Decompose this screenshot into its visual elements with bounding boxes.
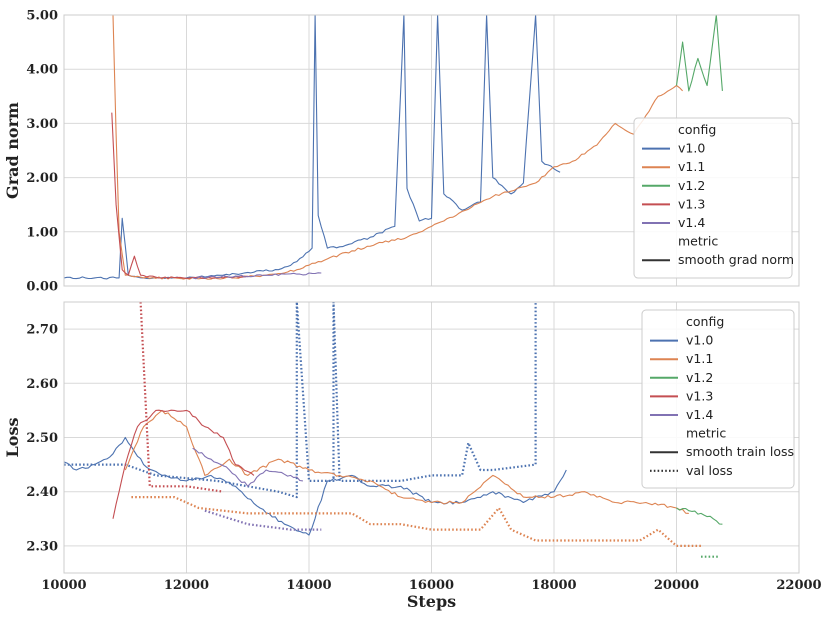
- y-tick-label: 2.60: [26, 377, 58, 392]
- legend-label-v1.3: v1.3: [678, 196, 705, 211]
- series-line-v1.3-train-loss: [112, 409, 255, 519]
- legend-label-metric: smooth grad norm: [678, 252, 794, 267]
- legend-label-v1.4: v1.4: [678, 215, 705, 230]
- legend-label-v1.4: v1.4: [686, 407, 713, 422]
- legend-label-v1.2: v1.2: [678, 178, 705, 193]
- y-axis-label: Grad norm: [3, 102, 22, 199]
- series-line-v1.0-grad-norm: [64, 15, 561, 280]
- legend: config v1.0 v1.1 v1.2 v1.3 v1.4 metric smooth g…: [633, 117, 794, 279]
- plot-frame: [63, 14, 800, 287]
- y-tick-label: 0.00: [26, 280, 58, 295]
- legend-metric-title: metric: [686, 426, 726, 441]
- y-tick-label: 3.00: [26, 117, 58, 132]
- legend-label-v1.0: v1.0: [678, 141, 705, 156]
- series-line-v1.4-val-loss: [204, 509, 322, 531]
- series-line-v1.2-grad-norm: [675, 15, 723, 92]
- series-line-v1.0-val-loss: [64, 302, 537, 499]
- x-tick-label: 12000: [164, 578, 209, 593]
- y-tick-label: 2.50: [26, 431, 58, 446]
- y-tick-label: 2.70: [26, 323, 58, 338]
- y-tick-label: 2.40: [26, 485, 58, 500]
- legend-label-v1.2: v1.2: [686, 370, 713, 385]
- y-tick-label: 2.00: [26, 171, 58, 186]
- series-line-v1.1-grad-norm: [112, 15, 683, 280]
- legend-label-v1.1: v1.1: [686, 351, 713, 366]
- y-tick-label: 5.00: [26, 9, 58, 24]
- series-line-v1.4-grad-norm: [192, 272, 322, 280]
- y-tick-label: 2.30: [26, 539, 58, 554]
- legend-label-metric: smooth train loss: [686, 444, 794, 459]
- x-tick-label: 16000: [409, 578, 454, 593]
- x-tick-label: 10000: [41, 578, 86, 593]
- legend-label-v1.0: v1.0: [686, 333, 713, 348]
- series-line-v1.4-train-loss: [192, 447, 303, 487]
- x-tick-label: 14000: [286, 578, 331, 593]
- legend-label-metric: val loss: [686, 463, 733, 478]
- loss-panel: 2.30 2.40 2.50 2.60 2.70 10000 12000 14000 16000…: [3, 301, 822, 611]
- legend-box: [641, 309, 795, 489]
- grad-norm-panel: 0.00 1.00 2.00 3.00 4.00 5.00 Grad norm config v…: [3, 9, 800, 295]
- series-group: [64, 15, 723, 280]
- series-line-v1.3-grad-norm: [111, 112, 248, 280]
- legend-metric-title: metric: [678, 234, 718, 249]
- legend-label-v1.3: v1.3: [686, 388, 713, 403]
- y-axis-label: Loss: [3, 418, 22, 458]
- series-line-v1.2-train-loss: [676, 507, 723, 525]
- series-group: [64, 302, 723, 558]
- series-line-v1.1-train-loss: [124, 409, 689, 514]
- series-line-v1.0-train-loss: [64, 436, 567, 536]
- plot-frame: [63, 301, 800, 574]
- legend-box: [633, 117, 793, 279]
- legend-config-title: config: [678, 122, 716, 137]
- x-tick-label: 20000: [654, 578, 699, 593]
- y-tick-label: 4.00: [26, 63, 58, 78]
- legend-config-title: config: [686, 314, 724, 329]
- y-tick-label: 1.00: [26, 225, 58, 240]
- x-axis-label: Steps: [407, 592, 456, 611]
- legend: config v1.0 v1.1 v1.2 v1.3 v1.4 metric smooth t…: [641, 309, 795, 489]
- x-tick-label: 18000: [531, 578, 576, 593]
- x-tick-label: 22000: [776, 578, 821, 593]
- legend-label-v1.1: v1.1: [678, 159, 705, 174]
- series-line-v1.3-val-loss: [139, 302, 224, 493]
